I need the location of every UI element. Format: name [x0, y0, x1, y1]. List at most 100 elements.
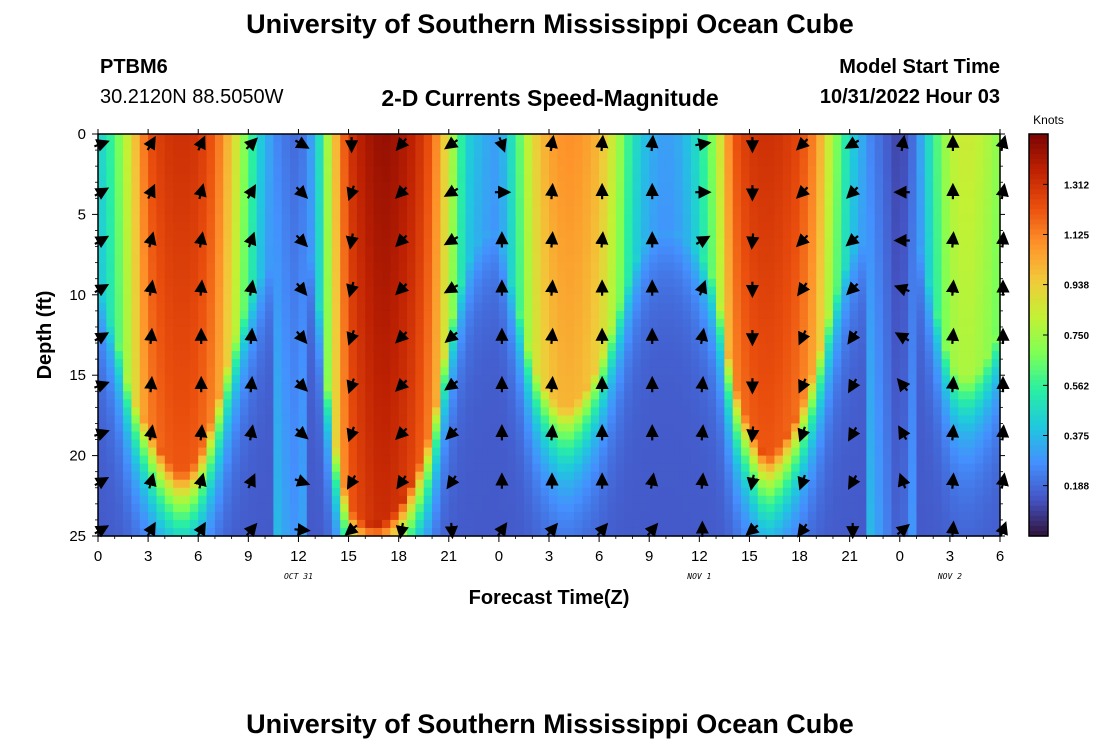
- heatmap-cell: [231, 182, 241, 191]
- heatmap-cell: [816, 439, 826, 449]
- heatmap-cell: [624, 238, 634, 248]
- heatmap-cell: [866, 198, 876, 207]
- heatmap-cell: [331, 326, 341, 336]
- heatmap-cell: [557, 343, 567, 352]
- heatmap-cell: [381, 318, 391, 328]
- heatmap-cell: [365, 375, 375, 384]
- heatmap-cell: [816, 399, 826, 408]
- heatmap-cell: [557, 351, 567, 360]
- heatmap-cell: [716, 335, 725, 344]
- heatmap-cell: [682, 254, 692, 264]
- heatmap-cell: [156, 383, 166, 392]
- heatmap-cell: [131, 254, 141, 264]
- heatmap-cell: [173, 463, 183, 473]
- heatmap-cell: [106, 222, 116, 232]
- heatmap-cell: [298, 447, 308, 457]
- heatmap-cell: [148, 375, 158, 384]
- heatmap-cell: [407, 487, 416, 497]
- heatmap-cell: [398, 294, 408, 304]
- heatmap-cell: [782, 310, 792, 320]
- heatmap-cell: [181, 463, 191, 473]
- heatmap-cell: [807, 134, 817, 143]
- heatmap-cell: [256, 519, 266, 529]
- heatmap-cell: [523, 367, 533, 376]
- heatmap-cell: [699, 479, 709, 489]
- heatmap-cell: [515, 431, 525, 441]
- heatmap-cell: [181, 407, 191, 416]
- heatmap-cell: [407, 318, 416, 328]
- heatmap-cell: [206, 190, 216, 199]
- heatmap-cell: [440, 511, 450, 521]
- heatmap-cell: [423, 302, 433, 312]
- heatmap-cell: [415, 463, 425, 473]
- heatmap-cell: [891, 391, 901, 400]
- heatmap-cell: [381, 351, 391, 360]
- heatmap-cell: [540, 286, 550, 296]
- heatmap-cell: [749, 302, 759, 312]
- heatmap-cell: [515, 286, 525, 296]
- heatmap-cell: [306, 326, 316, 336]
- heatmap-cell: [791, 262, 801, 272]
- heatmap-cell: [924, 415, 934, 425]
- heatmap-cell: [816, 455, 826, 465]
- heatmap-cell: [649, 150, 659, 159]
- heatmap-cell: [173, 142, 183, 151]
- heatmap-cell: [832, 383, 842, 392]
- heatmap-cell: [156, 150, 166, 159]
- heatmap-cell: [331, 447, 341, 457]
- heatmap-cell: [858, 367, 867, 376]
- heatmap-cell: [590, 367, 600, 376]
- heatmap-cell: [473, 142, 483, 151]
- heatmap-cell: [599, 479, 609, 489]
- heatmap-cell: [766, 407, 776, 416]
- heatmap-cell: [231, 326, 241, 336]
- heatmap-cell: [866, 495, 876, 505]
- heatmap-cell: [690, 359, 700, 368]
- heatmap-cell: [899, 166, 909, 175]
- heatmap-cell: [231, 503, 241, 513]
- heatmap-cell: [457, 383, 467, 392]
- heatmap-cell: [916, 278, 926, 288]
- heatmap-cell: [498, 503, 508, 513]
- heatmap-cell: [540, 455, 550, 465]
- heatmap-cell: [131, 286, 141, 296]
- heatmap-cell: [891, 471, 901, 481]
- heatmap-cell: [624, 335, 634, 344]
- heatmap-cell: [607, 375, 617, 384]
- heatmap-cell: [490, 343, 500, 352]
- heatmap-cell: [423, 166, 433, 175]
- heatmap-cell: [515, 511, 525, 521]
- heatmap-cell: [131, 246, 141, 256]
- heatmap-cell: [624, 463, 634, 473]
- heatmap-cell: [306, 519, 316, 529]
- heatmap-cell: [390, 407, 400, 416]
- heatmap-cell: [916, 511, 926, 521]
- heatmap-cell: [858, 527, 867, 537]
- heatmap-cell: [732, 335, 742, 344]
- heatmap-cell: [649, 278, 659, 288]
- heatmap-cell: [373, 326, 383, 336]
- chart-subtitle: 2-D Currents Speed-Magnitude: [381, 85, 719, 111]
- heatmap-cell: [507, 359, 517, 368]
- heatmap-cell: [841, 246, 851, 256]
- heatmap-cell: [340, 415, 350, 425]
- heatmap-cell: [156, 519, 166, 529]
- heatmap-cell: [724, 463, 734, 473]
- heatmap-cell: [340, 471, 350, 481]
- heatmap-cell: [883, 302, 893, 312]
- heatmap-cell: [214, 262, 224, 272]
- heatmap-cell: [899, 246, 909, 256]
- heatmap-cell: [724, 150, 734, 159]
- heatmap-cell: [824, 343, 834, 352]
- heatmap-cell: [891, 519, 901, 529]
- heatmap-cell: [741, 391, 751, 400]
- heatmap-cell: [164, 495, 174, 505]
- heatmap-cell: [774, 190, 784, 199]
- heatmap-cell: [824, 166, 834, 175]
- heatmap-cell: [398, 503, 408, 513]
- heatmap-cell: [265, 527, 274, 537]
- heatmap-cell: [849, 447, 859, 457]
- heatmap-cell: [674, 222, 684, 232]
- heatmap-cell: [398, 367, 408, 376]
- heatmap-cell: [832, 270, 842, 280]
